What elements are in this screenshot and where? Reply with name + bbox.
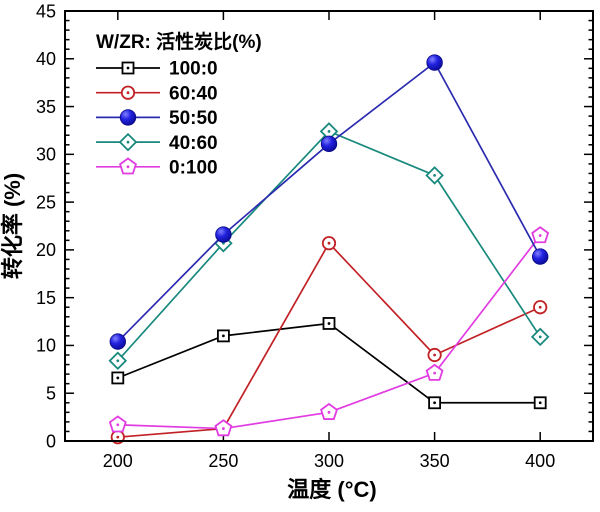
y-tick-label: 5 [46,384,56,404]
y-tick-label: 45 [36,1,56,21]
y-tick-label: 25 [36,192,56,212]
x-tick-label: 300 [314,451,344,471]
legend-item-100:0: 100:0 [96,59,218,80]
plot-frame [64,10,594,442]
chart-content: 0 5 10 15 20 25 30 35 40 45 200 250 300 350 400 100:0 60… [36,1,594,471]
legend-label: 100:0 [169,59,218,80]
legend-label: 40:60 [169,133,218,154]
legend-item-0:100: 0:100 [96,157,218,178]
legend-label: 0:100 [169,157,218,178]
y-tick-label: 15 [36,288,56,308]
legend-item-50:50: 50:50 [96,108,218,129]
series-markers-50:50 [109,54,549,350]
y-tick-label: 0 [46,431,56,451]
series [108,54,550,445]
y-tick-label: 10 [36,336,56,356]
series-markers-40:60 [108,122,550,371]
series-markers-0:100 [108,226,550,437]
y-axis-title: 转化率 (%) [0,173,25,279]
x-tick-label: 250 [208,451,238,471]
x-tick-label: 400 [525,451,555,471]
legend-item-40:60: 40:60 [96,133,218,154]
legend-item-60:40: 60:40 [96,83,218,104]
x-axis-title: 温度 (°C) [287,477,376,502]
series-markers-100:0 [111,317,547,410]
x-tick-label: 350 [420,451,450,471]
tick-labels: 0 5 10 15 20 25 30 35 40 45 200 250 300 350 400 [36,1,555,471]
legend-label: 50:50 [169,108,218,129]
legend-title: W/ZR: 活性炭比(%) [96,30,262,53]
y-tick-label: 35 [36,97,56,117]
series-line-0:100 [117,235,541,430]
legend: 100:0 60:40 50:50 40:60 0:100 [96,59,218,178]
y-tick-label: 40 [36,49,56,69]
y-tick-label: 20 [36,240,56,260]
series-line-50:50 [117,61,541,343]
x-tick-label: 200 [103,451,133,471]
legend-label: 60:40 [169,83,218,104]
axis-ticks [65,10,593,442]
y-tick-label: 30 [36,145,56,165]
